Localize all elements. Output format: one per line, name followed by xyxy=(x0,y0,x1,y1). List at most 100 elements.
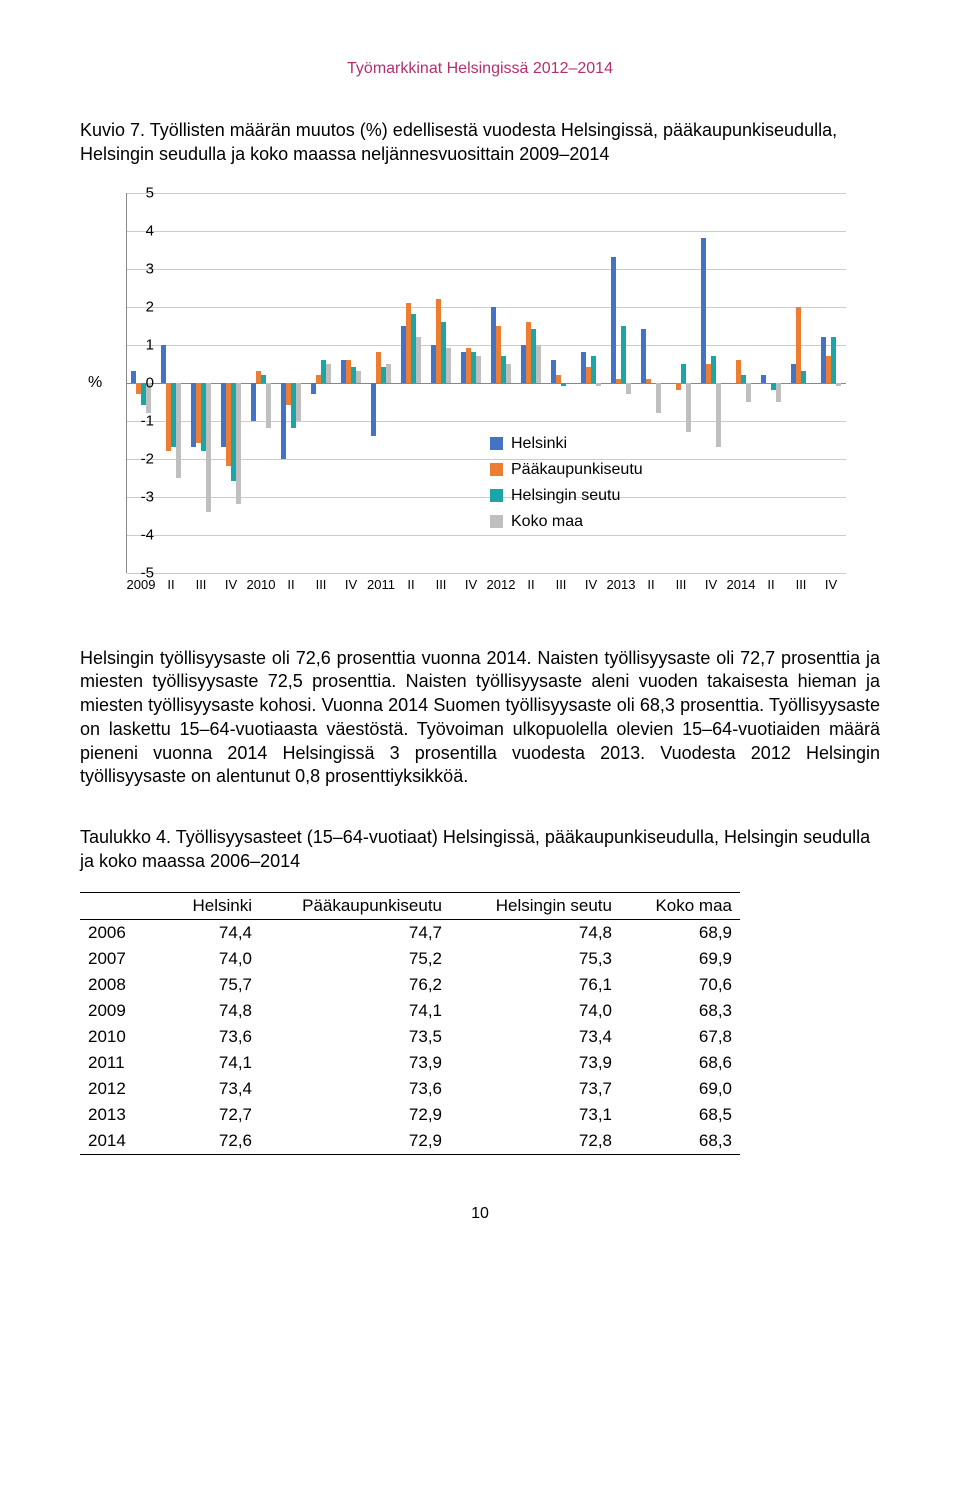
table-caption: Taulukko 4. Työllisyysasteet (15–64-vuot… xyxy=(80,825,880,874)
table-cell: 75,7 xyxy=(160,972,260,998)
table-cell: 74,4 xyxy=(160,919,260,946)
table-cell: 76,2 xyxy=(260,972,450,998)
table-row: 201472,672,972,868,3 xyxy=(80,1128,740,1155)
table-cell: 2006 xyxy=(80,919,160,946)
bar xyxy=(326,364,331,383)
table-cell: 76,1 xyxy=(450,972,620,998)
table-cell: 2014 xyxy=(80,1128,160,1155)
table-header-cell xyxy=(80,892,160,919)
table-cell: 74,7 xyxy=(260,919,450,946)
bar xyxy=(236,383,241,505)
bar xyxy=(536,345,541,383)
x-tick: III xyxy=(436,577,447,592)
bar xyxy=(746,383,751,402)
page-number: 10 xyxy=(80,1205,880,1223)
x-tick: 2011 xyxy=(367,577,395,592)
x-tick: II xyxy=(167,577,174,592)
bar xyxy=(831,337,836,383)
bar xyxy=(656,383,661,413)
y-tick: 2 xyxy=(116,298,154,315)
table-cell: 74,0 xyxy=(450,998,620,1024)
y-tick: -3 xyxy=(116,488,154,505)
legend-label: Helsingin seutu xyxy=(511,487,620,505)
table-row: 200674,474,774,868,9 xyxy=(80,919,740,946)
y-tick: 1 xyxy=(116,336,154,353)
table-cell: 74,1 xyxy=(260,998,450,1024)
body-paragraph: Helsingin työllisyysaste oli 72,6 prosen… xyxy=(80,647,880,790)
bar xyxy=(446,348,451,382)
table-cell: 74,1 xyxy=(160,1050,260,1076)
bar xyxy=(641,329,646,382)
table-row: 201174,173,973,968,6 xyxy=(80,1050,740,1076)
bar xyxy=(176,383,181,478)
x-tick: 2014 xyxy=(727,577,756,592)
x-tick: II xyxy=(407,577,414,592)
legend-swatch xyxy=(490,489,503,502)
table-row: 201273,473,673,769,0 xyxy=(80,1076,740,1102)
x-tick: III xyxy=(676,577,687,592)
y-tick: -2 xyxy=(116,450,154,467)
table-cell: 68,9 xyxy=(620,919,740,946)
x-tick: III xyxy=(196,577,207,592)
table-header-cell: Helsinki xyxy=(160,892,260,919)
bar xyxy=(261,375,266,383)
x-tick: II xyxy=(647,577,654,592)
bar xyxy=(776,383,781,402)
bar xyxy=(251,383,256,421)
x-tick: IV xyxy=(345,577,357,592)
bar xyxy=(686,383,691,432)
y-tick: 4 xyxy=(116,222,154,239)
bar xyxy=(386,364,391,383)
table-cell: 72,9 xyxy=(260,1128,450,1155)
y-tick: 0 xyxy=(116,374,154,391)
table-cell: 73,1 xyxy=(450,1102,620,1128)
table-row: 201372,772,973,168,5 xyxy=(80,1102,740,1128)
x-tick: II xyxy=(767,577,774,592)
x-tick: III xyxy=(316,577,327,592)
table-cell: 68,3 xyxy=(620,998,740,1024)
bar xyxy=(681,364,686,383)
x-tick: III xyxy=(796,577,807,592)
legend-item: Koko maa xyxy=(490,513,643,531)
table-row: 200875,776,276,170,6 xyxy=(80,972,740,998)
x-tick: II xyxy=(287,577,294,592)
x-tick: IV xyxy=(225,577,237,592)
bar xyxy=(711,356,716,383)
y-tick: 3 xyxy=(116,260,154,277)
y-tick: -1 xyxy=(116,412,154,429)
table-cell: 68,6 xyxy=(620,1050,740,1076)
table-cell: 73,7 xyxy=(450,1076,620,1102)
x-tick: III xyxy=(556,577,567,592)
bar xyxy=(311,383,316,394)
x-tick: II xyxy=(527,577,534,592)
bar xyxy=(716,383,721,448)
x-tick: 2012 xyxy=(487,577,516,592)
table-cell: 2008 xyxy=(80,972,160,998)
table-cell: 75,3 xyxy=(450,946,620,972)
x-tick: IV xyxy=(705,577,717,592)
table-cell: 67,8 xyxy=(620,1024,740,1050)
table-cell: 72,6 xyxy=(160,1128,260,1155)
table-row: 200774,075,275,369,9 xyxy=(80,946,740,972)
bar xyxy=(646,379,651,383)
bar xyxy=(596,383,601,387)
y-tick: -4 xyxy=(116,526,154,543)
table-header-cell: Helsingin seutu xyxy=(450,892,620,919)
table-cell: 73,5 xyxy=(260,1024,450,1050)
table-cell: 73,6 xyxy=(260,1076,450,1102)
employment-rate-table: HelsinkiPääkaupunkiseutuHelsingin seutuK… xyxy=(80,892,740,1155)
bar xyxy=(161,345,166,383)
legend-item: Pääkaupunkiseutu xyxy=(490,461,643,479)
bar xyxy=(626,383,631,394)
legend-label: Pääkaupunkiseutu xyxy=(511,461,643,479)
bar xyxy=(266,383,271,429)
table-cell: 70,6 xyxy=(620,972,740,998)
y-axis-label: % xyxy=(88,374,102,392)
table-cell: 73,6 xyxy=(160,1024,260,1050)
table-row: 201073,673,573,467,8 xyxy=(80,1024,740,1050)
x-tick: IV xyxy=(825,577,837,592)
table-cell: 68,5 xyxy=(620,1102,740,1128)
grouped-bar-chart: 2009IIIIIIV2010IIIIIIV2011IIIIIIV2012III… xyxy=(80,185,880,625)
bar xyxy=(356,371,361,382)
legend-label: Helsinki xyxy=(511,435,567,453)
